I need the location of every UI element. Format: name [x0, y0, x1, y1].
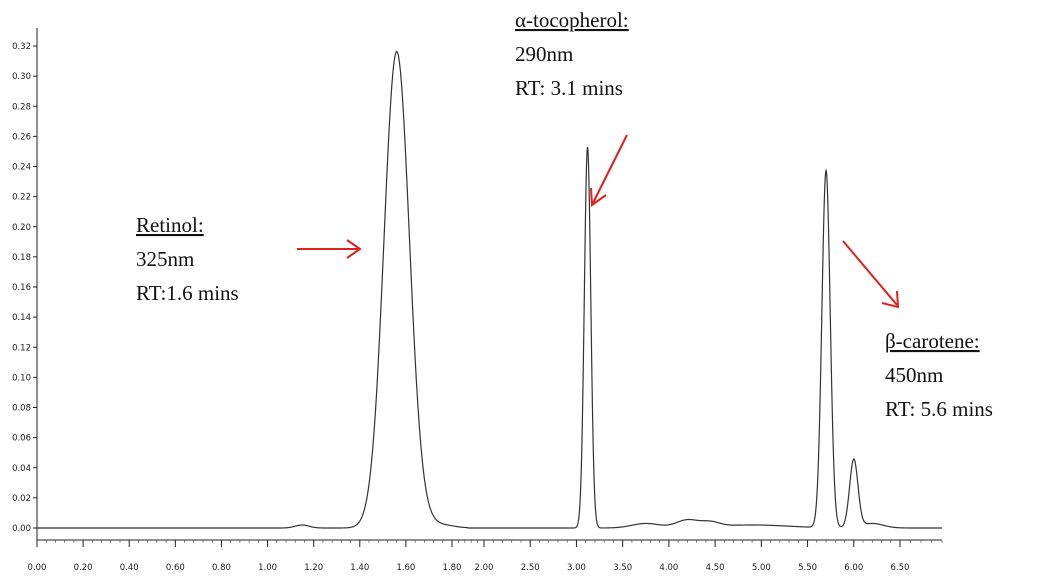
x-tick-label: 2.50 — [521, 563, 540, 573]
y-tick-label: 0.32 — [12, 42, 31, 52]
x-tick-label: 6.00 — [844, 563, 863, 573]
tocopherol-rt: RT: 3.1 mins — [515, 76, 623, 100]
y-tick-label: 0.30 — [12, 72, 31, 82]
x-tick-label: 3.50 — [613, 563, 632, 573]
x-tick-label: 0.00 — [28, 563, 47, 573]
x-tick-label: 0.60 — [166, 563, 185, 573]
x-tick-label: 1.20 — [304, 563, 323, 573]
y-tick-label: 0.14 — [12, 313, 31, 323]
x-ticks: 0.00 0.20 0.40 0.60 0.80 1.00 1.20 1.40 1.60 1.80… — [28, 540, 910, 573]
tocopherol-arrow — [590, 134, 628, 207]
y-tick-label: 0.24 — [12, 163, 31, 173]
chromatogram-trace — [37, 50, 942, 529]
x-tick-label: 1.40 — [350, 563, 369, 573]
axes — [36, 28, 942, 541]
x-tick-label: 4.00 — [659, 563, 678, 573]
y-tick-label: 0.04 — [12, 464, 31, 474]
retinol-title: Retinol: — [136, 213, 204, 237]
x-tick-label: 1.80 — [443, 563, 462, 573]
y-tick-label: 0.22 — [12, 193, 31, 203]
annotation-arrows — [297, 134, 900, 309]
y-ticks: 0.00 0.02 0.04 0.06 0.08 0.10 0.12 0.14 0.16 0.18… — [12, 42, 37, 534]
y-tick-label: 0.10 — [12, 373, 31, 383]
carotene-wavelength: 450nm — [885, 363, 943, 387]
tocopherol-wavelength: 290nm — [515, 42, 573, 66]
y-tick-label: 0.00 — [12, 524, 31, 534]
x-tick-label: 6.50 — [891, 563, 910, 573]
x-tick-label: 4.50 — [706, 563, 725, 573]
y-tick-label: 0.26 — [12, 132, 31, 142]
y-tick-label: 0.18 — [12, 253, 31, 263]
retinol-arrow — [297, 239, 362, 259]
x-tick-label: 5.00 — [752, 563, 771, 573]
x-tick-label: 0.80 — [212, 563, 231, 573]
x-tick-label: 1.00 — [258, 563, 277, 573]
x-tick-label: 1.60 — [396, 563, 415, 573]
carotene-title: β-carotene: — [885, 329, 980, 353]
carotene-label: β-carotene: 450nm RT: 5.6 mins — [885, 329, 993, 421]
retinol-rt: RT:1.6 mins — [136, 281, 239, 305]
y-tick-label: 0.08 — [12, 404, 31, 414]
x-tick-label: 0.40 — [120, 563, 139, 573]
retinol-label: Retinol: 325nm RT:1.6 mins — [136, 213, 239, 305]
carotene-rt: RT: 5.6 mins — [885, 397, 993, 421]
x-tick-label: 3.00 — [567, 563, 586, 573]
y-tick-label: 0.28 — [12, 102, 31, 112]
y-tick-label: 0.20 — [12, 223, 31, 233]
x-tick-label: 2.00 — [475, 563, 494, 573]
retinol-wavelength: 325nm — [136, 247, 194, 271]
y-tick-label: 0.02 — [12, 494, 31, 504]
tocopherol-title: α-tocopherol: — [515, 8, 629, 32]
y-tick-label: 0.12 — [12, 343, 31, 353]
x-tick-label: 0.20 — [74, 563, 93, 573]
y-tick-label: 0.16 — [12, 283, 31, 293]
y-tick-label: 0.06 — [12, 434, 31, 444]
x-tick-label: 5.50 — [798, 563, 817, 573]
tocopherol-label: α-tocopherol: 290nm RT: 3.1 mins — [515, 8, 629, 100]
carotene-arrow — [842, 240, 900, 309]
